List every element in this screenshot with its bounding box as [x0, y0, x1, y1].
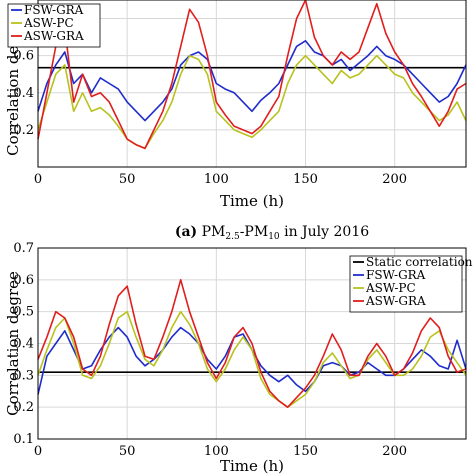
series-line-fsw-gra [37, 39, 467, 122]
y-tick-label: 0.4 [13, 86, 34, 101]
legend-box [7, 3, 101, 48]
y-tick-label: 0.1 [13, 432, 34, 447]
x-tick-label: 50 [119, 172, 136, 187]
caption-part-1: PM [197, 224, 225, 240]
chart-b-series [37, 278, 467, 409]
series-line-asw-gra [37, 0, 467, 150]
chart-b-frame [37, 247, 467, 440]
x-tick-label: 0 [34, 444, 42, 459]
y-tick-label: 0.2 [13, 400, 34, 415]
x-tick-label: 150 [293, 172, 318, 187]
legend-entry-label: ASW-PC [23, 16, 74, 30]
series-line-asw-pc [37, 54, 467, 150]
x-tick-label: 100 [204, 444, 229, 459]
caption-sub-1: 2.5 [225, 232, 240, 242]
x-tick-label: 0 [34, 172, 42, 187]
x-tick-label: 150 [293, 444, 318, 459]
chart-b-xlabel: Time (h) [220, 457, 284, 474]
chart-b-ylabel: Correlation degree [4, 271, 22, 416]
y-tick-label: 0.4 [13, 337, 34, 352]
y-tick-label: 0.5 [13, 305, 34, 320]
y-tick-label: 0.2 [13, 123, 34, 138]
legend-entry-label: FSW-GRA [366, 268, 426, 282]
caption-part-3: in July 2016 [280, 224, 370, 240]
legend-entry-label: ASW-PC [365, 281, 416, 295]
legend-entry-label: Static correlation [366, 255, 473, 269]
series-line-asw-pc [37, 310, 467, 409]
chart-a-frame [37, 0, 467, 168]
legend-box [349, 255, 463, 313]
chart-a-caption: (a) PM2.5-PM10 in July 2016 [175, 224, 369, 242]
caption-prefix: (a) [175, 224, 197, 240]
legend-entry-label: ASW-GRA [23, 29, 84, 43]
chart-a-grid [37, 0, 466, 167]
chart-b-ticks: 0 50 100 150 200 0.1 0.2 0.3 0.4 0.5 0.6 0.7 [13, 241, 407, 459]
legend-entry-label: FSW-GRA [24, 3, 84, 17]
legend-entry-label: ASW-GRA [365, 294, 426, 308]
series-line-asw-gra [37, 278, 467, 409]
x-tick-label: 100 [204, 172, 229, 187]
y-tick-label: 0.6 [13, 49, 34, 64]
chart-b: 0 50 100 150 200 0.1 0.2 0.3 0.4 0.5 0.6 0.7 Time (… [4, 241, 473, 474]
x-tick-label: 50 [119, 444, 136, 459]
caption-part-2: -PM [240, 224, 269, 240]
chart-a-xlabel: Time (h) [220, 192, 284, 210]
y-tick-label: 0.6 [13, 273, 34, 288]
caption-sub-2: 10 [268, 232, 280, 242]
y-tick-label: 0.3 [13, 368, 34, 383]
x-tick-label: 200 [382, 172, 407, 187]
x-tick-label: 200 [382, 444, 407, 459]
chart-a-series [37, 0, 467, 150]
y-tick-label: 0.7 [13, 241, 34, 256]
